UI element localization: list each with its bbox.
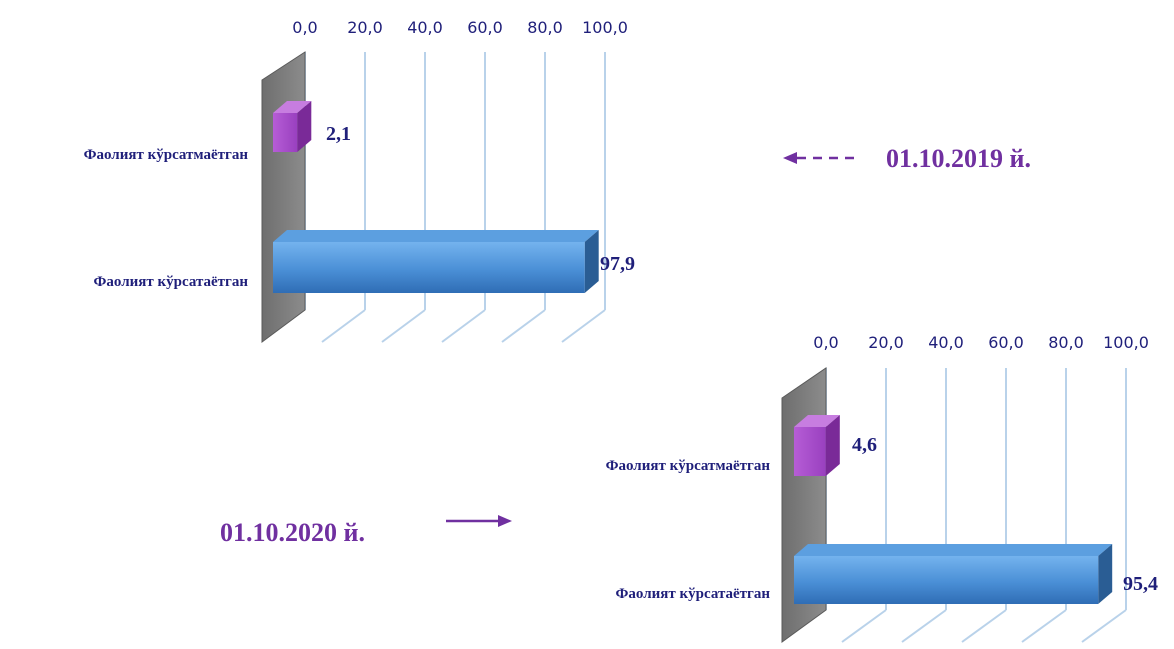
bar-side	[1098, 544, 1113, 604]
tick-label: 100,0	[1103, 333, 1149, 352]
bar	[273, 101, 312, 152]
tick-label: 0,0	[813, 333, 838, 352]
bar-top	[273, 101, 312, 113]
floor-gridline	[841, 609, 887, 643]
tick-label: 20,0	[347, 18, 383, 37]
value-label: 97,9	[600, 253, 635, 275]
chart-2019-wall	[261, 51, 306, 343]
chart-2019-grid	[304, 52, 606, 343]
tick-label: 80,0	[1048, 333, 1084, 352]
floor-gridline	[501, 309, 546, 343]
bar-front	[273, 113, 298, 152]
floor-gridline	[561, 309, 606, 343]
tick-label: 20,0	[868, 333, 904, 352]
value-label: 4,6	[852, 434, 877, 456]
floor-gridline	[901, 609, 947, 643]
bar	[794, 415, 840, 476]
bar-front	[794, 427, 826, 476]
floor-gridline	[961, 609, 1007, 643]
annotation-date-2019: 01.10.2019 й.	[886, 144, 1031, 173]
bar	[794, 544, 1113, 604]
floor-gridline	[441, 309, 486, 343]
chart-2020: 0,0 20,0 40,0 60,0 80,0 100,0 Фаолият кў…	[606, 333, 1158, 643]
annotation-date-2020: 01.10.2020 й.	[220, 518, 365, 547]
bar-front	[794, 556, 1099, 604]
tick-label: 0,0	[292, 18, 317, 37]
floor-gridline	[321, 309, 366, 343]
bar-side	[297, 101, 312, 152]
annotation-2020: 01.10.2020 й.	[220, 515, 512, 547]
tick-label: 40,0	[928, 333, 964, 352]
chart-2019: 0,0 20,0 40,0 60,0 80,0 100,0 Фаолият кў…	[84, 18, 635, 343]
bar-front	[273, 242, 585, 293]
chart-2020-bars	[794, 415, 1113, 604]
chart-2019-ticks: 0,0 20,0 40,0 60,0 80,0 100,0	[292, 18, 628, 37]
arrow-left-icon	[783, 152, 797, 164]
floor-gridline	[381, 309, 426, 343]
annotation-2019: 01.10.2019 й.	[783, 144, 1031, 173]
category-label: Фаолият кўрсатаётган	[94, 274, 249, 290]
tick-label: 100,0	[582, 18, 628, 37]
chart-2019-bars	[273, 101, 599, 293]
value-label: 2,1	[326, 123, 351, 145]
bar-side	[584, 230, 599, 293]
bar-top	[794, 544, 1113, 556]
tick-label: 80,0	[527, 18, 563, 37]
floor-gridline	[1021, 609, 1067, 643]
bar-side	[825, 415, 840, 476]
category-label: Фаолият кўрсатмаётган	[606, 458, 771, 474]
arrow-right-icon	[498, 515, 512, 527]
category-label: Фаолият кўрсатмаётган	[84, 147, 249, 163]
tick-label: 60,0	[988, 333, 1024, 352]
tick-label: 40,0	[407, 18, 443, 37]
category-label: Фаолият кўрсатаётган	[616, 586, 771, 602]
bar-top	[794, 415, 840, 427]
value-label: 95,4	[1123, 573, 1158, 595]
chart-2020-ticks: 0,0 20,0 40,0 60,0 80,0 100,0	[813, 333, 1149, 352]
bar-top	[273, 230, 599, 242]
floor-gridline	[1081, 609, 1127, 643]
tick-label: 60,0	[467, 18, 503, 37]
bar	[273, 230, 599, 293]
